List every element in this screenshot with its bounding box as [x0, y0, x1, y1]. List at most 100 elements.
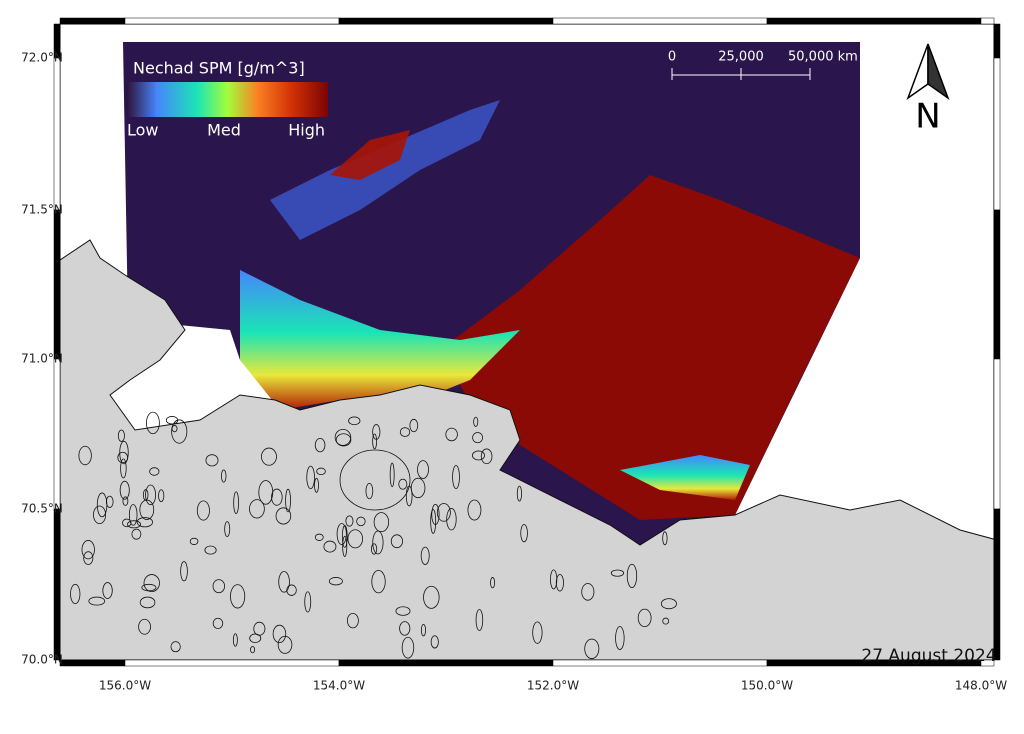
lake	[102, 582, 113, 599]
lake	[122, 496, 129, 506]
date-label: 27 August 2024	[861, 646, 996, 666]
lake	[258, 480, 274, 505]
legend-title: Nechad SPM [g/m^3]	[133, 59, 305, 78]
border-segment	[993, 57, 1001, 211]
border-segment	[993, 23, 1001, 59]
lat-label: 71.5°N	[21, 203, 63, 217]
lake	[610, 569, 625, 577]
lake	[520, 524, 528, 543]
lake	[334, 428, 352, 446]
lat-label: 70.0°N	[21, 653, 63, 667]
lake	[204, 545, 217, 555]
lake	[277, 635, 293, 654]
lake	[399, 621, 411, 636]
lake	[446, 508, 457, 531]
lake	[306, 465, 315, 490]
lake	[550, 569, 558, 590]
colorbar	[127, 82, 328, 117]
lake	[249, 499, 265, 519]
swath-coast-band	[240, 270, 520, 410]
border-segment	[59, 17, 126, 25]
lake	[328, 577, 343, 586]
lake	[436, 503, 451, 522]
border-segment	[59, 659, 126, 667]
lake	[171, 419, 188, 444]
lake	[70, 583, 81, 604]
lake	[467, 499, 482, 521]
lake	[430, 509, 437, 534]
lon-label: 148.0°W	[955, 679, 1007, 693]
lake	[146, 411, 160, 435]
lake	[516, 485, 522, 502]
lon-label: 156.0°W	[99, 679, 151, 693]
north-label: N	[915, 97, 940, 137]
lake	[286, 584, 297, 596]
lake	[171, 425, 178, 433]
lake	[261, 447, 277, 466]
lake	[473, 416, 479, 427]
border-segment	[993, 358, 1001, 510]
lake	[314, 477, 319, 493]
lake	[430, 635, 439, 649]
lake	[626, 563, 638, 589]
lake	[532, 621, 543, 644]
lake	[142, 489, 149, 501]
lake	[389, 462, 395, 488]
lake	[615, 626, 625, 650]
lake	[417, 460, 429, 479]
lake	[660, 598, 677, 610]
border-segment	[53, 57, 61, 211]
lake	[165, 416, 179, 425]
lake	[128, 504, 138, 526]
lake	[275, 507, 292, 525]
lake	[119, 480, 130, 500]
map-body	[60, 42, 994, 660]
lake	[390, 534, 403, 549]
scale-bar	[671, 68, 811, 80]
lake	[170, 641, 181, 653]
lake	[149, 467, 160, 476]
lake	[420, 623, 426, 637]
border-segment	[993, 508, 1001, 661]
lake	[285, 488, 291, 513]
border-segment	[552, 17, 768, 25]
border-segment	[124, 659, 340, 667]
lake	[662, 531, 668, 546]
lake	[372, 530, 384, 555]
lake	[119, 440, 129, 465]
map-border	[53, 17, 1001, 667]
legend-label: Med	[207, 121, 241, 140]
north-arrow	[906, 43, 950, 100]
lake	[472, 432, 484, 444]
lake	[335, 433, 352, 447]
lake	[345, 515, 354, 527]
lake	[348, 416, 361, 426]
lake	[81, 540, 95, 560]
border-segment	[980, 659, 995, 667]
lake	[230, 584, 246, 609]
lake	[581, 583, 595, 601]
lake	[127, 520, 141, 529]
lake	[233, 491, 239, 514]
lakes	[70, 411, 677, 659]
lake	[420, 546, 430, 565]
lake	[93, 505, 107, 525]
lat-label: 72.0°N	[21, 51, 63, 65]
lake	[475, 609, 484, 631]
lake	[96, 492, 108, 518]
lake	[250, 646, 256, 654]
lake	[409, 418, 419, 433]
lake	[356, 516, 366, 527]
scale-label: 0	[668, 50, 676, 65]
lake	[189, 537, 199, 545]
lake	[120, 458, 127, 479]
lake	[78, 445, 92, 466]
lake	[139, 596, 156, 609]
lon-label: 154.0°W	[313, 679, 365, 693]
border-segment	[993, 209, 1001, 360]
lake	[212, 617, 224, 629]
lake	[138, 618, 151, 635]
lake	[445, 427, 458, 442]
lake	[336, 523, 347, 545]
lake	[83, 551, 94, 565]
